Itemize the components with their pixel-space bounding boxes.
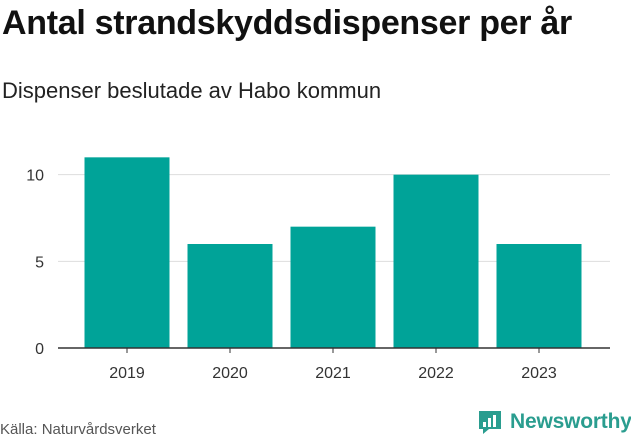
x-tick-label: 2021 — [315, 365, 351, 382]
x-tick-label: 2020 — [212, 365, 248, 382]
bar-2021 — [290, 226, 376, 348]
chart-subtitle: Dispenser beslutade av Habo kommun — [2, 78, 382, 103]
source-note: Källa: Naturvårdsverket — [0, 421, 156, 438]
brand-name: Newsworthy — [510, 410, 631, 433]
bar-chart: 0 5 10 2019 2020 2021 2022 2023 — [26, 157, 610, 382]
y-tick-label: 10 — [26, 168, 44, 185]
y-tick-label: 5 — [35, 254, 44, 271]
bar-2020 — [187, 244, 273, 348]
bar-2022 — [393, 174, 479, 348]
bar-2023 — [496, 244, 582, 348]
chart-title: Antal strandskyddsdispenser per år — [2, 4, 572, 42]
x-tick-label: 2019 — [109, 365, 145, 382]
bar-2019 — [84, 157, 170, 348]
brand-logo[interactable]: Newsworthy — [476, 408, 631, 436]
newsworthy-logo-icon — [479, 411, 501, 434]
x-tick-label: 2023 — [521, 365, 557, 382]
y-tick-label: 0 — [35, 341, 44, 358]
x-tick-label: 2022 — [418, 365, 454, 382]
